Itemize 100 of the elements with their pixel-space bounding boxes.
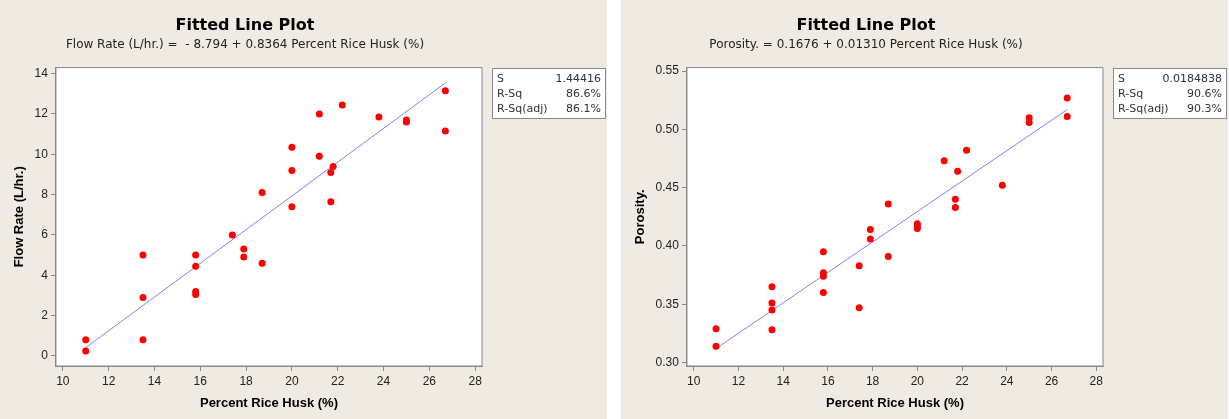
x-tick-label: 18 <box>239 373 254 388</box>
x-tick-label: 20 <box>285 373 299 388</box>
x-tick-label: 12 <box>731 373 746 388</box>
point <box>819 248 827 256</box>
point <box>768 299 776 307</box>
x-tick-label: 26 <box>1044 373 1059 388</box>
point <box>866 226 874 234</box>
x-tick-label: 28 <box>1089 373 1104 388</box>
point <box>327 168 335 176</box>
text: 86.1% <box>566 101 601 116</box>
chart-subtitle: Flow Rate (L/hr.) = - 8.794 + 0.8364 Percent Rice Husk (%) <box>65 36 425 51</box>
point <box>884 252 892 260</box>
point <box>963 146 971 154</box>
point <box>1063 113 1071 121</box>
x-axis-title: Percent Rice Husk (%) <box>199 394 338 410</box>
text: 0.0184838 <box>1162 71 1222 86</box>
text: 90.6% <box>1187 86 1222 101</box>
y-tick-label: 10 <box>34 146 49 161</box>
x-tick-label: 24 <box>1000 373 1014 388</box>
point <box>240 253 248 261</box>
point <box>139 293 147 301</box>
point <box>192 262 200 270</box>
point <box>954 167 962 175</box>
point <box>712 342 720 350</box>
x-tick-label: 26 <box>422 373 437 388</box>
point <box>258 189 266 197</box>
y-tick-label: 12 <box>34 106 49 121</box>
point <box>940 157 948 165</box>
y-tick-label: 8 <box>41 186 49 201</box>
chart-subtitle: Porosity. = 0.1676 + 0.01310 Percent Rice Husk (%) <box>709 36 1023 51</box>
text: S <box>1118 71 1125 86</box>
x-tick-label: 10 <box>56 373 70 388</box>
point <box>866 235 874 243</box>
point <box>441 87 449 95</box>
point <box>441 127 449 135</box>
point <box>712 325 720 333</box>
y-axis-title: Porosity. <box>632 189 648 245</box>
point <box>139 336 147 344</box>
y-tick-label: 0.55 <box>655 63 680 78</box>
point <box>329 162 337 170</box>
x-tick-label: 20 <box>910 373 925 388</box>
point <box>139 251 147 259</box>
x-tick-label: 10 <box>686 373 701 388</box>
point <box>288 166 296 174</box>
point <box>1063 94 1071 102</box>
text: 86.6% <box>566 86 601 101</box>
x-tick-label: 18 <box>865 373 880 388</box>
point <box>288 143 296 151</box>
text: R-Sq <box>1118 86 1144 101</box>
y-tick-label: 0.30 <box>655 354 680 369</box>
point <box>855 304 863 312</box>
y-tick-label: 0.50 <box>655 121 680 136</box>
point <box>338 101 346 109</box>
text: 1.44416 <box>555 71 601 86</box>
x-tick-label: 14 <box>776 373 791 388</box>
point <box>768 306 776 314</box>
point <box>82 347 90 355</box>
x-tick-label: 28 <box>468 373 483 388</box>
point <box>327 198 335 206</box>
chart-title: Fitted Line Plot <box>796 14 936 34</box>
text: 90.3% <box>1187 101 1222 116</box>
point <box>951 203 959 211</box>
x-tick-label: 16 <box>193 373 208 388</box>
point <box>768 283 776 291</box>
x-tick-label: 16 <box>821 373 835 388</box>
point <box>258 259 266 267</box>
y-tick-label: 0.45 <box>655 179 680 194</box>
text: S <box>497 71 504 86</box>
y-axis-title: Flow Rate (L/hr.) <box>11 166 27 268</box>
y-tick-label: 14 <box>34 65 49 80</box>
x-tick-label: 24 <box>376 373 391 388</box>
point <box>855 262 863 270</box>
x-tick-label: 22 <box>331 373 345 388</box>
point <box>315 110 323 118</box>
point <box>951 195 959 203</box>
point <box>315 152 323 160</box>
point <box>192 251 200 259</box>
point <box>375 113 383 121</box>
text: R-Sq <box>497 86 523 101</box>
y-tick-label: 2 <box>41 307 49 322</box>
point <box>998 181 1006 189</box>
point <box>228 231 236 239</box>
x-tick-label: 22 <box>955 373 970 388</box>
text: R-Sq(adj) <box>1118 101 1169 116</box>
point <box>768 326 776 334</box>
point <box>240 245 248 253</box>
point <box>819 289 827 297</box>
text: R-Sq(adj) <box>497 101 548 116</box>
y-tick-label: 0.35 <box>655 296 680 311</box>
y-tick-label: 6 <box>41 227 49 242</box>
x-axis-title: Percent Rice Husk (%) <box>825 394 964 410</box>
x-tick-label: 14 <box>147 373 162 388</box>
point <box>82 336 90 344</box>
x-tick-label: 12 <box>101 373 116 388</box>
y-tick-label: 0.40 <box>655 238 680 253</box>
point <box>288 203 296 211</box>
chart-title: Fitted Line Plot <box>175 14 315 34</box>
y-tick-label: 4 <box>41 267 49 282</box>
y-tick-label: 0 <box>41 348 49 363</box>
point <box>884 200 892 208</box>
